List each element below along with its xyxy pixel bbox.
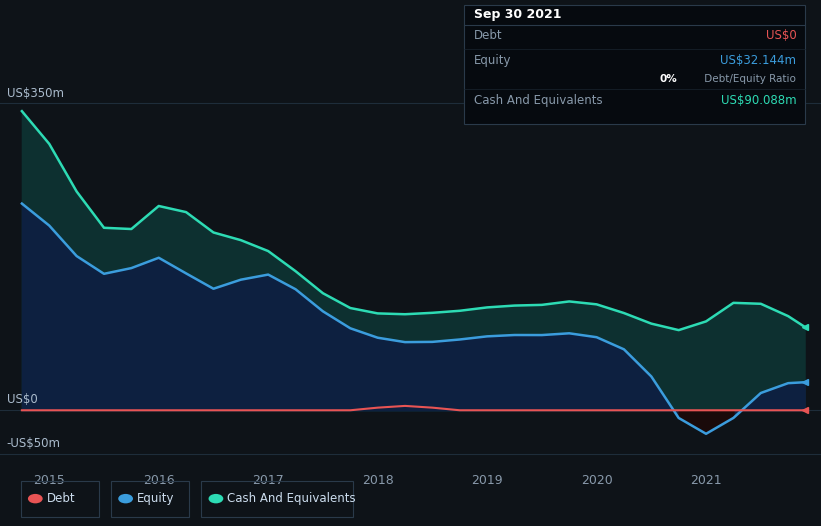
Text: Sep 30 2021: Sep 30 2021 [474, 8, 562, 21]
Text: US$0: US$0 [766, 29, 796, 43]
Text: US$350m: US$350m [7, 86, 63, 99]
Text: Debt: Debt [47, 492, 76, 505]
Text: -US$50m: -US$50m [7, 437, 61, 450]
Text: Cash And Equivalents: Cash And Equivalents [474, 94, 603, 107]
Text: Equity: Equity [474, 54, 511, 67]
Text: US$32.144m: US$32.144m [720, 54, 796, 67]
Text: US$90.088m: US$90.088m [721, 94, 796, 107]
Text: Cash And Equivalents: Cash And Equivalents [227, 492, 356, 505]
Text: 0%: 0% [659, 74, 677, 84]
Text: Equity: Equity [137, 492, 175, 505]
Text: Debt/Equity Ratio: Debt/Equity Ratio [701, 74, 796, 84]
Text: Debt: Debt [474, 29, 502, 43]
Text: US$0: US$0 [7, 393, 37, 406]
